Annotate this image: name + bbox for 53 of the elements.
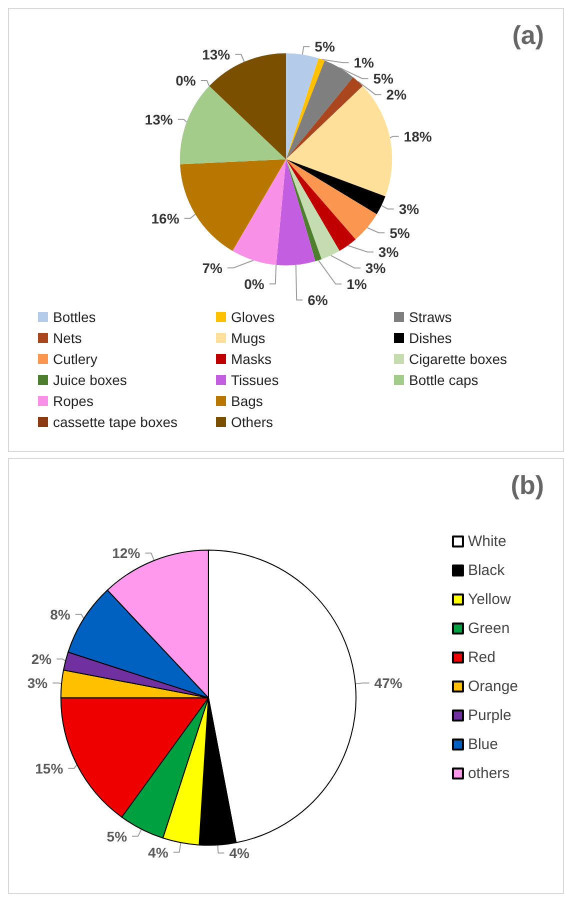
- legend-label: Black: [468, 562, 506, 579]
- legend-label: Ropes: [53, 393, 94, 409]
- data-label: 6%: [308, 292, 328, 308]
- legend-label: Nets: [53, 330, 82, 346]
- data-label: 1%: [354, 54, 375, 71]
- legend-label: White: [468, 533, 506, 550]
- data-label: 5%: [373, 70, 394, 87]
- data-label: 4%: [229, 844, 250, 861]
- data-label: 3%: [27, 675, 48, 692]
- legend-label: Bottle caps: [409, 372, 478, 388]
- text: 0%: [244, 276, 264, 292]
- data-label: 16%: [151, 210, 180, 226]
- chart-title: (a): [512, 20, 544, 50]
- data-label: 15%: [35, 760, 64, 776]
- chart-title: (b): [510, 470, 544, 500]
- legend-label: cassette tape boxes: [53, 414, 178, 430]
- data-label: 47%: [374, 675, 403, 692]
- legend-label: Mugs: [231, 330, 266, 346]
- data-label: 3%: [378, 244, 400, 260]
- data-label: 3%: [398, 201, 420, 218]
- data-label: 13%: [202, 46, 231, 62]
- legend-label: Blue: [468, 736, 498, 753]
- legend-label: Orange: [468, 678, 518, 695]
- data-label: 5%: [106, 828, 128, 844]
- data-label: 12%: [112, 545, 141, 562]
- data-label: 18%: [404, 128, 432, 144]
- legend-label: Yellow: [468, 591, 511, 608]
- legend-label: others: [468, 765, 510, 782]
- data-label: 5%: [390, 224, 410, 241]
- data-label: 2%: [31, 651, 52, 668]
- legend-label: Red: [468, 649, 496, 666]
- data-label: 8%: [50, 606, 71, 622]
- data-label: 7%: [202, 260, 223, 276]
- legend-label: Purple: [468, 707, 512, 724]
- legend-label: Bags: [231, 393, 263, 409]
- legend-label: Tissues: [231, 372, 279, 388]
- legend-label: Bottles: [53, 309, 96, 325]
- data-label: 5%: [314, 38, 336, 55]
- data-label: 13%: [144, 111, 174, 128]
- data-label: 4%: [148, 844, 169, 860]
- legend-label: Dishes: [409, 330, 452, 346]
- legend-label: Cutlery: [53, 351, 98, 367]
- text: 0%: [176, 72, 196, 89]
- data-label: 1%: [346, 276, 368, 292]
- data-label: 2%: [386, 86, 408, 103]
- legend-label: Gloves: [231, 309, 275, 325]
- legend-label: Masks: [231, 351, 272, 367]
- data-label: 3%: [365, 260, 386, 276]
- legend-label: Others: [231, 414, 274, 430]
- legend-label: Green: [468, 620, 510, 637]
- legend-label: Straws: [409, 309, 452, 325]
- legend-label: Cigarette boxes: [409, 351, 508, 367]
- legend-label: Juice boxes: [53, 372, 127, 388]
